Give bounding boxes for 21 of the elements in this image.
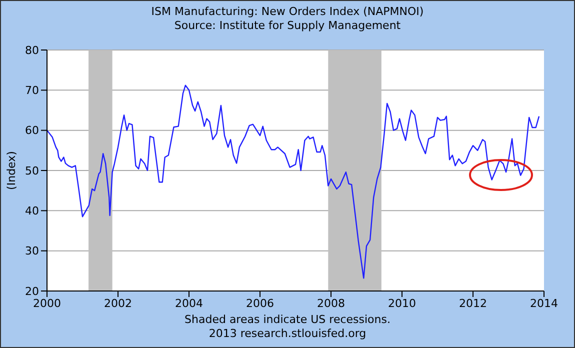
text: Shaded areas indicate US recessions. [184, 313, 392, 327]
x-tick-label: 2006 [246, 296, 274, 310]
y-tick-label: 80 [25, 44, 39, 57]
x-tick-label: 2004 [175, 296, 203, 310]
y-tick-label: 30 [25, 244, 39, 258]
x-tick-label: 2012 [459, 296, 487, 310]
x-tick-label: 2002 [104, 296, 132, 310]
x-tick-label: 2014 [530, 296, 558, 310]
y-tick-label: 60 [25, 124, 39, 138]
y-tick-label: 50 [25, 164, 39, 178]
y-tick-label: 20 [25, 284, 39, 298]
y-tick-label: 40 [25, 204, 39, 218]
x-tick-label: 2000 [33, 296, 61, 310]
line-series [47, 84, 540, 279]
y-tick-label: 70 [25, 84, 39, 98]
text: 2013 research.stlouisfed.org [208, 327, 368, 341]
x-tick-label: 2010 [388, 296, 416, 310]
y-axis-title: (Index) [4, 151, 18, 190]
x-tick-label: 2008 [317, 296, 345, 310]
chart-title: ISM Manufacturing: New Orders Index (NAPMNOI) [150, 5, 425, 19]
chart-subtitle: Source: Institute for Supply Management [173, 19, 402, 33]
